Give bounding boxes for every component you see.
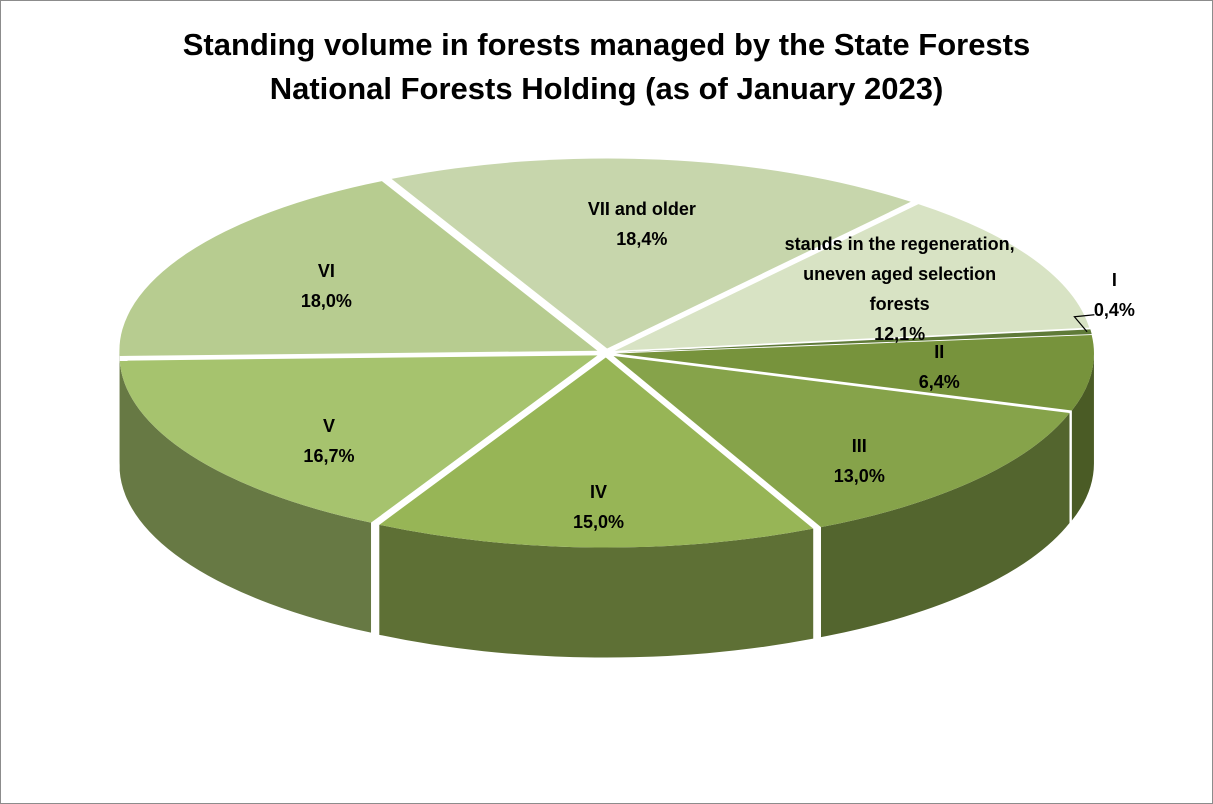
slice [119, 355, 598, 523]
slice-side [379, 524, 814, 658]
data-label: II 6,4% [919, 337, 960, 397]
data-label: stands in the regeneration, uneven aged … [780, 229, 1020, 349]
leader-line [1073, 314, 1095, 333]
label-category: I [1111, 269, 1117, 290]
label-category: IV [590, 481, 608, 502]
label-value: 15,0% [572, 511, 625, 532]
label-category: VI [317, 261, 335, 282]
label-category: VII and older [587, 198, 696, 219]
label-value: 18,4% [616, 228, 668, 249]
slice-side [119, 360, 372, 633]
slice-side [1071, 353, 1094, 521]
label-category: III [851, 435, 867, 456]
label-value: 0,4% [1093, 299, 1135, 320]
label-category: II [934, 341, 945, 362]
slice [614, 204, 1090, 351]
slice [615, 335, 1094, 411]
data-label: I 0,4% [1094, 265, 1135, 325]
label-category: stands in the regeneration, uneven aged … [784, 233, 1015, 314]
label-value: 6,4% [918, 371, 960, 392]
slice [379, 357, 814, 548]
data-label: VI 18,0% [301, 256, 352, 316]
data-label: III 13,0% [834, 431, 885, 491]
label-value: 12,1% [874, 323, 926, 344]
label-category: V [322, 416, 335, 437]
label-value: 18,0% [300, 291, 352, 312]
label-value: 16,7% [303, 446, 355, 467]
slice-side [821, 413, 1070, 638]
data-label: IV 15,0% [573, 477, 624, 537]
data-label: V 16,7% [303, 411, 354, 471]
label-value: 13,0% [833, 465, 885, 486]
slice [613, 355, 1070, 528]
slice [391, 158, 911, 349]
data-label: VII and older 18,4% [588, 194, 696, 254]
chart-title: Standing volume in forests managed by th… [182, 27, 1031, 106]
slice [119, 181, 598, 357]
slice [615, 329, 1092, 353]
